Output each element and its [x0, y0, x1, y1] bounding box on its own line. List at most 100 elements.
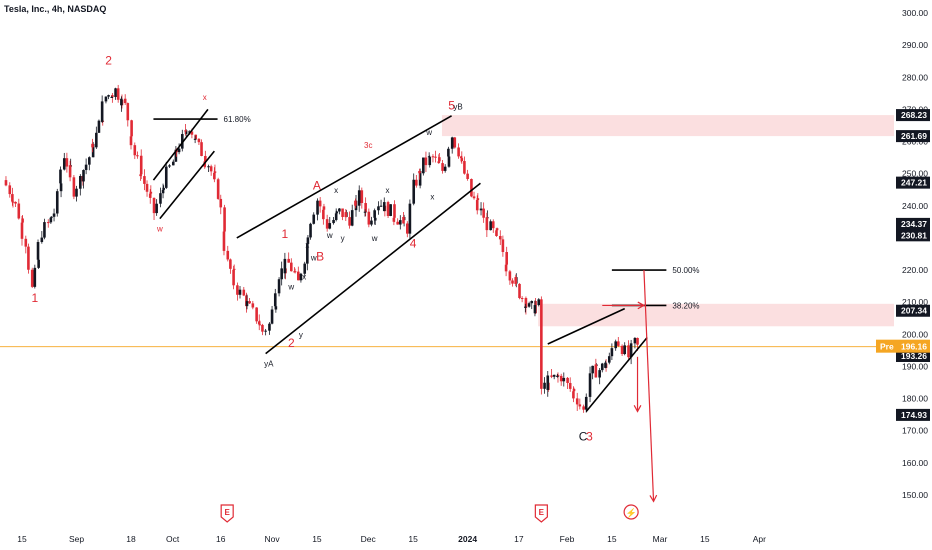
projection-arrow-1[interactable]	[643, 270, 655, 502]
x-tick-label: Oct	[166, 534, 180, 544]
candle-body	[431, 156, 435, 158]
wave-label-5: 3c	[364, 141, 372, 150]
candle-body	[248, 301, 251, 304]
candle-body	[50, 216, 53, 218]
candle-body	[30, 269, 34, 287]
candle-body	[354, 200, 357, 206]
candle-body	[40, 237, 44, 243]
candle-body	[475, 200, 479, 211]
wave-label-22: w	[287, 282, 294, 291]
x-tick-label: 15	[408, 534, 418, 544]
candle-body	[139, 155, 143, 175]
candle-body	[610, 348, 614, 357]
candle-body	[524, 306, 527, 308]
candle-body	[114, 88, 117, 97]
candle-body	[213, 172, 216, 180]
candle-body	[562, 377, 566, 382]
candle-body	[386, 202, 390, 216]
y-tick-label: 170.00	[902, 426, 928, 436]
candle-body	[485, 217, 489, 231]
x-tick-label: Apr	[753, 534, 766, 544]
wave-label-16: x	[385, 186, 389, 195]
candle-body	[463, 161, 466, 174]
x-tick-label: 17	[514, 534, 524, 544]
candle-body	[389, 204, 392, 216]
trend-line-2[interactable]	[152, 108, 209, 181]
trend-line-4[interactable]	[547, 307, 626, 345]
candle-body	[274, 306, 278, 310]
price-badge-label: 230.81	[901, 230, 927, 240]
candle-body	[245, 295, 248, 307]
candle-body	[222, 231, 226, 251]
candle-body	[111, 95, 114, 98]
trend-line-3[interactable]	[159, 150, 215, 220]
candle-body	[299, 273, 303, 281]
pre-market-price: 196.16	[901, 342, 927, 352]
candle-body	[216, 179, 220, 199]
x-tick-label: 15	[607, 534, 617, 544]
trend-line-5[interactable]	[585, 337, 648, 412]
candle-body	[504, 264, 508, 272]
wave-label-13: 3	[586, 429, 593, 443]
candle-body	[377, 206, 380, 211]
candle-body	[100, 101, 104, 122]
candle-body	[209, 166, 213, 172]
candle-body	[293, 271, 296, 273]
lightning-icon[interactable]	[623, 504, 639, 520]
candle-body	[363, 211, 367, 213]
candle-body	[367, 211, 371, 225]
candle-body	[472, 196, 476, 199]
candle-body	[568, 382, 572, 389]
wave-label-26: y	[299, 331, 303, 340]
candle-body	[459, 156, 463, 159]
candle-body	[322, 206, 326, 210]
candle-body	[341, 208, 344, 217]
candle-body	[297, 271, 300, 281]
candle-body	[200, 142, 203, 156]
earnings-icon[interactable]	[220, 504, 234, 523]
wave-label-24: w	[310, 253, 317, 262]
candle-body	[242, 289, 246, 296]
earnings-icon[interactable]	[534, 504, 548, 523]
wave-label-0: 1	[31, 291, 38, 305]
candle-body	[143, 176, 146, 184]
candle-body	[325, 219, 329, 229]
candle-body	[133, 145, 137, 156]
price-badge-4	[896, 229, 930, 242]
candle-body	[607, 356, 611, 363]
candle-body	[219, 198, 223, 208]
candle-body	[441, 163, 444, 171]
trend-line-0[interactable]	[236, 115, 452, 239]
candle-body	[415, 179, 418, 186]
candle-body	[232, 269, 235, 286]
candle-body	[52, 213, 56, 217]
candle-body	[207, 166, 210, 168]
candle-body	[466, 173, 469, 179]
candle-body	[566, 377, 569, 383]
trend-line-1[interactable]	[265, 182, 481, 355]
price-badge-label: 193.26	[901, 351, 927, 361]
candle-body	[627, 345, 630, 358]
candle-body	[270, 309, 274, 324]
candle-body	[533, 305, 537, 314]
candle-body	[11, 201, 15, 203]
candle-body	[556, 375, 559, 377]
y-tick-label: 160.00	[902, 458, 928, 468]
candle-body	[303, 263, 307, 274]
candle-body	[14, 201, 17, 204]
candle-body	[188, 131, 191, 133]
candle-body	[322, 209, 325, 220]
price-axis[interactable]	[894, 0, 932, 550]
wave-label-7: 2	[288, 336, 295, 350]
time-axis[interactable]	[0, 530, 932, 550]
price-badge-2	[896, 176, 930, 189]
candle-body	[546, 375, 550, 390]
candle-body	[36, 242, 40, 260]
candle-body	[491, 221, 495, 229]
candle-body	[412, 179, 416, 204]
candle-body	[79, 176, 82, 189]
candle-body	[540, 299, 543, 389]
wave-label-1: 2	[105, 53, 112, 67]
candle-body	[438, 157, 441, 162]
